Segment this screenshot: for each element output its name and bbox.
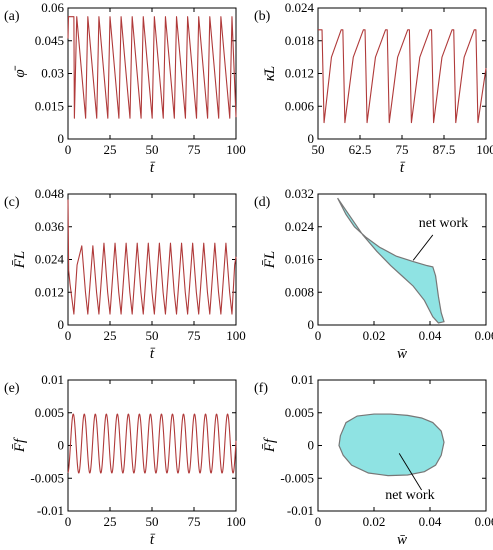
panel-e-series-line (67, 413, 237, 474)
panel-b-label: (b) (254, 9, 271, 24)
panel-b-ytick-label: 0.012 (285, 66, 314, 81)
panel-f-xtick-label: 0 (315, 514, 322, 529)
panel-b-xtick-label: 75 (396, 142, 409, 157)
panel-c-xtick-label: 0 (65, 328, 72, 343)
panel-c-ytick-label: 0.036 (35, 219, 65, 234)
panel-c-ylabel: F̄L (12, 251, 28, 270)
panel-c-xtick-label: 25 (104, 328, 117, 343)
panel-b-ylabel: κ̄L (262, 66, 278, 82)
panel-c-ytick-label: 0 (58, 317, 65, 332)
panel-e-ytick-label: -0.005 (30, 470, 64, 485)
panel-c-xtick-label: 75 (188, 328, 201, 343)
panel-f-ytick-label: 0.01 (291, 372, 314, 387)
panel-a-xlabel: t̄ (150, 160, 156, 176)
panel-f-xlabel: w̄ (397, 532, 407, 548)
panel-c-xlabel: t̄ (150, 346, 156, 362)
panel-a-ytick-label: 0.03 (41, 66, 64, 81)
panel-d-xlabel: w̄ (397, 346, 407, 362)
panel-f-xtick-label: 0.06 (475, 514, 493, 529)
panel-c-series-line (67, 199, 237, 315)
panel-a-label: (a) (4, 9, 20, 24)
panel-d-label: (d) (254, 195, 271, 210)
panel-d-work-loop (337, 197, 445, 324)
panel-a-series-line (67, 16, 237, 119)
panel-a-ytick-label: 0.045 (35, 33, 64, 48)
panel-e-xlabel: t̄ (150, 532, 156, 548)
panel-d-ytick-label: 0 (308, 317, 315, 332)
panel-d-ytick-label: 0.008 (285, 284, 314, 299)
panel-d-annotation: net work (419, 216, 468, 231)
panel-f-label: (f) (254, 381, 268, 396)
panel-a-xtick-label: 75 (188, 142, 201, 157)
panel-e-ytick-label: -0.01 (37, 503, 64, 518)
panel-e-xtick-label: 50 (146, 514, 159, 529)
panel-b-xtick-label: 87.5 (433, 142, 456, 157)
panel-f-ylabel: F̄f (262, 437, 278, 453)
panel-b-series-line (318, 29, 487, 124)
panel-b-xlabel: t̄ (400, 160, 406, 176)
panel-d-xtick-label: 0.06 (475, 328, 493, 343)
panel-d-ylabel: F̄L (262, 251, 278, 270)
panel-a-ylabel: φ̄ (12, 65, 28, 77)
panel-f-xtick-label: 0.02 (363, 514, 386, 529)
panel-e-ylabel: F̄f (12, 437, 28, 453)
panel-a-xtick-label: 100 (226, 142, 246, 157)
panel-a-ytick-label: 0 (58, 131, 65, 146)
panel-f-ytick-label: -0.005 (280, 470, 314, 485)
panel-e-ytick-label: 0.01 (41, 372, 64, 387)
panel-d-ytick-label: 0.016 (285, 252, 315, 267)
panel-e-label: (e) (4, 381, 20, 396)
panel-e-frame (67, 379, 237, 512)
panel-b-ytick-label: 0 (308, 131, 315, 146)
panel-a-xtick-label: 25 (104, 142, 117, 157)
panel-b-xtick-label: 62.5 (349, 142, 372, 157)
panel-c-xtick-label: 50 (146, 328, 159, 343)
panel-f-ytick-label: 0.005 (285, 405, 314, 420)
panel-f-annotation-pointer (398, 453, 422, 491)
panel-b-ytick-label: 0.006 (285, 98, 315, 113)
panel-d-ytick-label: 0.024 (285, 219, 315, 234)
panel-c-ytick-label: 0.024 (35, 252, 65, 267)
panel-e-xtick-label: 25 (104, 514, 117, 529)
panel-e-xtick-label: 0 (65, 514, 72, 529)
panel-d-annotation-pointer (412, 234, 434, 261)
panel-c-ytick-label: 0.048 (35, 186, 64, 201)
panel-b-frame (317, 7, 487, 140)
panel-a-xtick-label: 0 (65, 142, 72, 157)
panel-d-xtick-label: 0 (315, 328, 322, 343)
panel-e-xtick-label: 75 (188, 514, 201, 529)
panel-e-ytick-label: 0.005 (35, 405, 64, 420)
panel-c-label: (c) (4, 195, 20, 210)
panel-b-ytick-label: 0.024 (285, 0, 315, 15)
panel-c-ytick-label: 0.012 (35, 284, 64, 299)
panel-f-ytick-label: 0 (308, 438, 315, 453)
panel-c-xtick-label: 100 (226, 328, 246, 343)
panel-b-xtick-label: 100 (476, 142, 493, 157)
panel-f-work-loop (338, 413, 445, 477)
panel-b-xtick-label: 50 (312, 142, 325, 157)
panel-f-xtick-label: 0.04 (419, 514, 442, 529)
panel-d-xtick-label: 0.04 (419, 328, 442, 343)
panel-d-xtick-label: 0.02 (363, 328, 386, 343)
panel-f-ytick-label: -0.01 (287, 503, 314, 518)
panel-a-xtick-label: 50 (146, 142, 159, 157)
panel-e-ytick-label: 0 (58, 438, 65, 453)
panel-e-xtick-label: 100 (226, 514, 246, 529)
panel-a-ytick-label: 0.015 (35, 98, 64, 113)
panel-d-ytick-label: 0.032 (285, 186, 314, 201)
panel-f-annotation: net work (385, 488, 434, 503)
panel-b-ytick-label: 0.018 (285, 33, 314, 48)
panel-a-ytick-label: 0.06 (41, 0, 64, 15)
